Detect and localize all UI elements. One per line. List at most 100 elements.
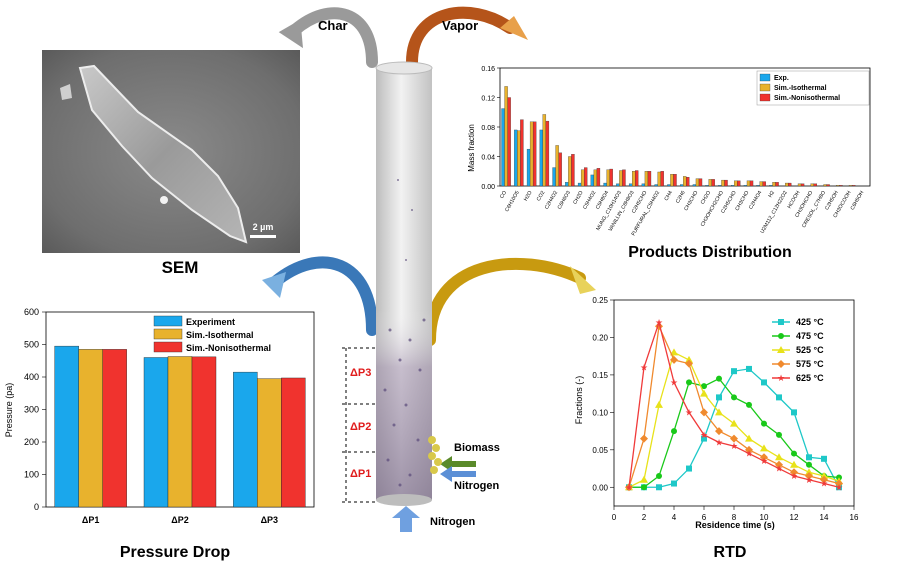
rtd-point <box>685 355 693 363</box>
rtd-legend-label: 475 °C <box>796 331 824 341</box>
pressure-legend-label: Sim.-Isothermal <box>186 330 254 340</box>
pressure-bar <box>281 377 306 508</box>
products-bar <box>708 179 712 187</box>
rtd-y-tick-label: 0.10 <box>592 408 608 417</box>
products-title: Products Distribution <box>628 244 792 261</box>
rtd-x-tick-label: 10 <box>760 513 769 522</box>
products-bar <box>657 171 661 187</box>
rtd-point <box>761 420 767 427</box>
pressure-y-tick-label: 300 <box>24 405 39 415</box>
rtd-point <box>715 427 723 436</box>
products-bar <box>800 183 805 187</box>
products-bar <box>628 183 633 187</box>
products-bar <box>654 184 658 187</box>
rtd-point <box>835 479 843 488</box>
rtd-point <box>790 460 798 468</box>
products-bar <box>797 183 802 187</box>
reactor-column <box>342 61 442 506</box>
pressure-bar <box>167 356 193 508</box>
products-bar <box>532 121 537 187</box>
rtd-point <box>777 346 785 353</box>
products-bar <box>552 167 556 187</box>
products-bar <box>545 120 550 187</box>
rtd-point <box>791 409 797 416</box>
char-label: Char <box>318 18 348 33</box>
vapor-label: Vapor <box>442 18 479 33</box>
rtd-point <box>685 359 693 368</box>
rtd-point <box>701 383 707 390</box>
products-bar <box>743 185 748 187</box>
products-bar <box>647 171 652 187</box>
rtd-legend-label: 575 °C <box>796 359 824 369</box>
pressure-chart: Pressure (pa) 0 100 200 300 400 500 600 ΔP1 ΔP2 Δ… <box>4 307 315 525</box>
pressure-legend-label: Sim.-Nonisothermal <box>186 343 271 353</box>
products-legend-box <box>756 70 870 106</box>
rtd-legend-label: 625 °C <box>796 373 824 383</box>
rtd-point <box>686 465 692 472</box>
products-bar <box>788 182 792 187</box>
products-bar <box>644 171 649 187</box>
products-bar <box>775 182 779 187</box>
rtd-point: ★ <box>835 482 843 492</box>
rtd-point <box>778 319 784 325</box>
pressure-bar <box>257 378 282 508</box>
products-bar <box>622 169 626 187</box>
rtd-point <box>700 408 708 417</box>
products-bar <box>542 114 547 187</box>
rtd-point: ★ <box>730 441 738 451</box>
products-bar <box>737 180 741 187</box>
products-bar <box>721 179 725 187</box>
scale-bar-label: 2 µm <box>253 222 274 232</box>
products-bar <box>826 184 830 187</box>
products-y-tick-label: 0.04 <box>481 155 495 162</box>
products-x-tick-label: H2O <box>523 190 534 202</box>
rtd-point: ★ <box>775 464 783 474</box>
products-bar <box>769 185 773 187</box>
rtd-y-tick-label: 0.15 <box>592 371 608 380</box>
rtd-point <box>670 355 678 364</box>
products-bar <box>756 185 760 187</box>
scale-bar <box>250 235 276 238</box>
products-x-tick-label: CH2O <box>700 190 712 205</box>
products-bar <box>813 183 818 187</box>
products-bar <box>692 184 697 187</box>
pressure-y-tick-label: 0 <box>34 502 39 512</box>
rtd-point <box>760 444 768 452</box>
products-y-tick-label: 0.00 <box>481 184 495 191</box>
rtd-point <box>656 473 662 480</box>
products-bar <box>584 167 588 187</box>
rtd-point <box>806 454 812 461</box>
products-bar <box>606 169 610 187</box>
rtd-point <box>700 389 708 397</box>
rtd-point <box>671 428 677 435</box>
products-bar <box>686 177 690 187</box>
products-bar <box>705 185 709 187</box>
products-bar <box>718 185 722 187</box>
products-bar <box>836 185 840 187</box>
products-bar <box>580 169 585 187</box>
products-bar <box>731 185 735 187</box>
rtd-point: ★ <box>715 437 723 447</box>
pressure-bar <box>191 356 217 508</box>
products-legend-label: Exp. <box>774 75 789 82</box>
rtd-series-line <box>628 320 840 488</box>
products-bar <box>529 121 534 187</box>
products-bar <box>749 180 754 187</box>
dp3-label: ΔP3 <box>350 367 372 379</box>
products-bar <box>609 168 613 187</box>
rtd-legend-label: 425 °C <box>796 317 824 327</box>
products-bar <box>673 174 677 187</box>
rtd-point <box>805 472 813 481</box>
rtd-point: ★ <box>640 362 648 372</box>
rtd-point <box>778 333 784 339</box>
rtd-point <box>730 434 738 443</box>
products-bar <box>619 170 623 187</box>
rtd-point: ★ <box>700 430 708 440</box>
rtd-point <box>701 435 707 442</box>
rtd-point: ★ <box>670 377 678 387</box>
products-bar <box>565 182 569 187</box>
rtd-x-label: Residence time (s) <box>695 520 775 530</box>
pressure-y-tick-label: 200 <box>24 437 39 447</box>
pressure-x-tick-label: ΔP2 <box>171 515 188 525</box>
rtd-x-tick-label: 12 <box>790 513 799 522</box>
